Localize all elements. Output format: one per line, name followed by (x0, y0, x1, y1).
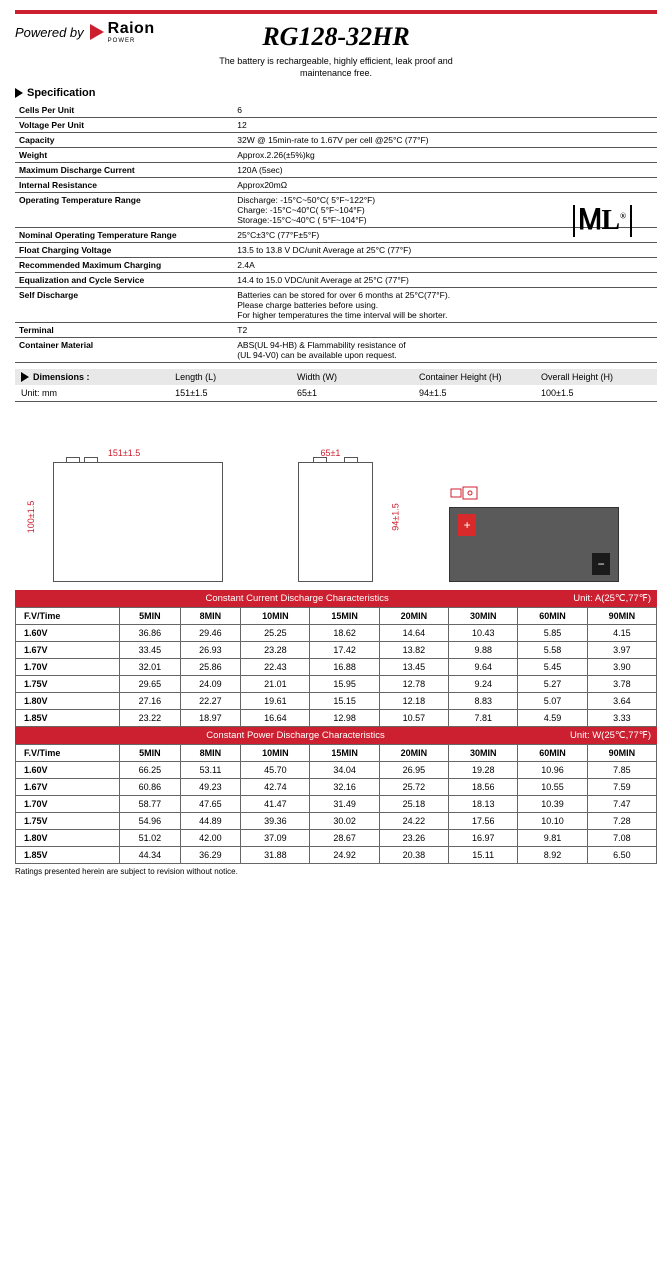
spec-row: Nominal Operating Temperature Range25°C±… (15, 228, 657, 243)
current-discharge-table: F.V/Time5MIN8MIN10MIN15MIN20MIN30MIN60MI… (15, 607, 657, 727)
spec-row: Equalization and Cycle Service14.4 to 15… (15, 273, 657, 288)
spec-heading: Specification (15, 87, 657, 99)
table-row: 1.67V33.4526.9323.2817.4213.829.885.583.… (16, 642, 657, 659)
spec-row: Voltage Per Unit12 (15, 118, 657, 133)
spec-row: Float Charging Voltage13.5 to 13.8 V DC/… (15, 243, 657, 258)
brand-sub: POWER (108, 38, 155, 44)
positive-terminal: + (458, 514, 476, 536)
spec-row: Self DischargeBatteries can be stored fo… (15, 288, 657, 323)
front-view: 151±1.5 100±1.5 (53, 462, 223, 582)
spec-row: Cells Per Unit6 (15, 103, 657, 118)
brand-logo: Raion POWER (90, 20, 155, 44)
triangle-icon (21, 372, 29, 382)
dimensions-values: Unit: mm 151±1.5 65±1 94±1.5 100±1.5 (15, 385, 657, 402)
table-row: 1.80V27.1622.2719.6115.1512.188.835.073.… (16, 693, 657, 710)
table-row: 1.67V60.8649.2342.7432.1625.7218.5610.55… (16, 779, 657, 796)
table-row: 1.85V23.2218.9716.6412.9810.577.814.593.… (16, 710, 657, 727)
dimensions-header: Dimensions : Length (L) Width (W) Contai… (15, 369, 657, 385)
negative-terminal: − (592, 553, 610, 575)
table-row: 1.80V51.0242.0037.0928.6723.2616.979.817… (16, 830, 657, 847)
table-row: 1.70V32.0125.8622.4316.8813.459.645.453.… (16, 659, 657, 676)
logo-arrow-icon (90, 24, 104, 40)
footnote: Ratings presented herein are subject to … (15, 867, 657, 876)
terminal-icon (449, 483, 479, 503)
ul-mark-icon: ᎷL® (573, 205, 632, 237)
table-row: 1.75V54.9644.8939.3630.0224.2217.5610.10… (16, 813, 657, 830)
spec-row: TerminalT2 (15, 323, 657, 338)
powered-by-label: Powered by (15, 25, 84, 40)
spec-row: Internal ResistanceApprox20mΩ (15, 178, 657, 193)
brand-name: Raion (108, 20, 155, 38)
spec-row: Recommended Maximum Charging2.4A (15, 258, 657, 273)
power-table-header: Constant Power Discharge Characteristics… (15, 727, 657, 744)
spec-table: Cells Per Unit6Voltage Per Unit12Capacit… (15, 103, 657, 363)
top-view: + − (449, 483, 619, 582)
table-row: 1.75V29.6524.0921.0115.9512.789.245.273.… (16, 676, 657, 693)
spec-row: Capacity32W @ 15min-rate to 1.67V per ce… (15, 133, 657, 148)
table-row: 1.85V44.3436.2931.8824.9220.3815.118.926… (16, 847, 657, 864)
power-discharge-table: F.V/Time5MIN8MIN10MIN15MIN20MIN30MIN60MI… (15, 744, 657, 864)
triangle-icon (15, 88, 23, 98)
dimension-diagrams: 151±1.5 100±1.5 65±1 94±1.5 + − (15, 412, 657, 582)
table-row: 1.60V66.2553.1145.7034.0426.9519.2810.96… (16, 762, 657, 779)
current-table-header: Constant Current Discharge Characteristi… (15, 590, 657, 607)
spec-row: Container MaterialABS(UL 94-HB) & Flamma… (15, 338, 657, 363)
table-row: 1.60V36.8629.4625.2518.6214.6410.435.854… (16, 625, 657, 642)
spec-row: WeightApprox.2.26(±5%)kg (15, 148, 657, 163)
spec-row: Maximum Discharge Current120A (5sec) (15, 163, 657, 178)
product-desc: The battery is rechargeable, highly effi… (15, 56, 657, 79)
table-row: 1.70V58.7747.6541.4731.4925.1818.1310.39… (16, 796, 657, 813)
spec-row: Operating Temperature RangeDischarge: -1… (15, 193, 657, 228)
side-view: 65±1 94±1.5 (298, 462, 373, 582)
